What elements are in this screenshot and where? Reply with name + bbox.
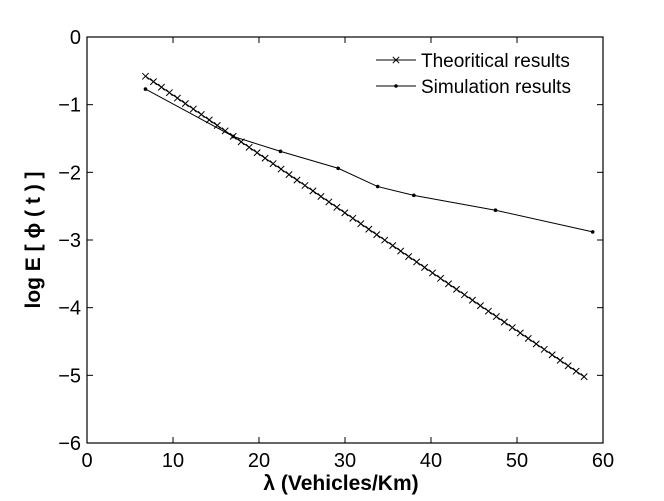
x-tick-label: 50 xyxy=(506,450,528,472)
data-point-theoretical xyxy=(333,203,341,211)
data-point-simulation xyxy=(412,193,416,198)
data-point-simulation xyxy=(336,166,340,171)
legend: Theoritical results Simulation results xyxy=(376,51,571,98)
data-point-simulation xyxy=(278,149,283,154)
data-point-theoretical xyxy=(197,110,205,119)
x-tick-label: 20 xyxy=(248,450,270,472)
data-point-theoretical xyxy=(261,154,269,162)
data-point-theoretical xyxy=(149,78,158,86)
data-point-theoretical xyxy=(181,100,189,108)
data-point-theoretical xyxy=(389,242,397,250)
data-point-theoretical xyxy=(444,280,453,288)
data-point-theoretical xyxy=(285,171,293,179)
y-tick-label: −1 xyxy=(58,95,81,117)
data-point-simulation xyxy=(231,134,235,139)
data-point-theoretical xyxy=(317,192,325,200)
data-point-theoretical xyxy=(373,231,381,239)
data-point-theoretical xyxy=(540,345,548,353)
data-point-theoretical xyxy=(381,236,389,244)
legend-label-simulation: Simulation results xyxy=(421,77,571,98)
data-point-theoretical xyxy=(484,307,492,315)
y-axis-title: log E [ ϕ ( t ) ] xyxy=(22,171,45,308)
data-point-theoretical xyxy=(165,89,173,97)
data-point-theoretical xyxy=(564,362,572,370)
data-point-simulation xyxy=(493,208,498,213)
data-point-simulation xyxy=(590,230,595,234)
axis-ticks xyxy=(86,36,604,444)
data-point-theoretical xyxy=(500,318,508,326)
data-point-theoretical xyxy=(245,143,253,151)
data-point-theoretical xyxy=(357,220,365,228)
legend-marker-simulation xyxy=(394,84,398,88)
data-point-theoretical xyxy=(468,296,476,304)
data-point-theoretical xyxy=(476,302,484,310)
x-tick-label: 0 xyxy=(81,450,92,472)
x-tick-label: 40 xyxy=(420,450,442,472)
data-point-theoretical xyxy=(429,269,437,277)
data-point-theoretical xyxy=(325,198,333,206)
data-point-theoretical xyxy=(524,334,532,343)
data-point-theoretical xyxy=(436,274,445,282)
legend-label-theoretical: Theoritical results xyxy=(421,51,570,72)
data-point-theoretical xyxy=(397,247,405,255)
data-point-theoretical xyxy=(460,291,469,299)
data-point-theoretical xyxy=(365,225,373,233)
series-layer xyxy=(141,72,595,381)
legend-x-marker xyxy=(392,56,400,64)
data-point-theoretical xyxy=(572,367,580,375)
data-point-theoretical xyxy=(293,176,301,184)
data-point-theoretical xyxy=(173,94,181,102)
data-point-theoretical xyxy=(301,181,309,190)
y-tick-label: −2 xyxy=(58,162,81,184)
y-tick-label: −4 xyxy=(58,298,81,320)
data-point-theoretical xyxy=(405,252,413,261)
data-point-theoretical xyxy=(492,313,500,321)
data-point-theoretical xyxy=(341,209,349,217)
tick-labels: 0 10 20 30 40 50 60 0 −1 −2 −3 −4 −5 −6 xyxy=(58,27,614,472)
data-point-theoretical xyxy=(413,258,421,266)
data-point-theoretical xyxy=(421,263,429,271)
x-tick-label: 60 xyxy=(592,450,614,472)
data-point-simulation xyxy=(143,87,148,91)
data-point-theoretical xyxy=(141,72,150,80)
y-tick-label: −5 xyxy=(58,365,81,387)
data-point-theoretical xyxy=(309,187,317,195)
data-point-theoretical xyxy=(253,149,261,157)
data-point-simulation xyxy=(375,184,380,189)
x-tick-label: 10 xyxy=(162,450,184,472)
data-point-theoretical xyxy=(189,105,197,113)
data-point-theoretical xyxy=(349,214,357,222)
x-tick-label: 30 xyxy=(334,450,356,472)
data-point-theoretical xyxy=(580,373,588,381)
data-point-theoretical xyxy=(452,285,461,293)
y-tick-label: −6 xyxy=(58,433,81,455)
x-axis-title: λ (Vehicles/Km) xyxy=(263,472,418,495)
data-point-theoretical xyxy=(269,160,277,168)
y-tick-label: −3 xyxy=(58,230,81,252)
data-point-theoretical xyxy=(516,329,524,337)
data-point-theoretical xyxy=(556,356,564,364)
data-point-theoretical xyxy=(508,323,516,332)
data-point-theoretical xyxy=(277,165,285,173)
data-point-theoretical xyxy=(532,340,540,348)
legend-marker-theoretical xyxy=(392,56,400,64)
data-point-theoretical xyxy=(548,351,556,359)
data-point-theoretical xyxy=(157,83,165,91)
y-tick-label: 0 xyxy=(70,27,81,49)
data-point-theoretical xyxy=(213,121,221,129)
series-line-simulation xyxy=(145,88,593,233)
